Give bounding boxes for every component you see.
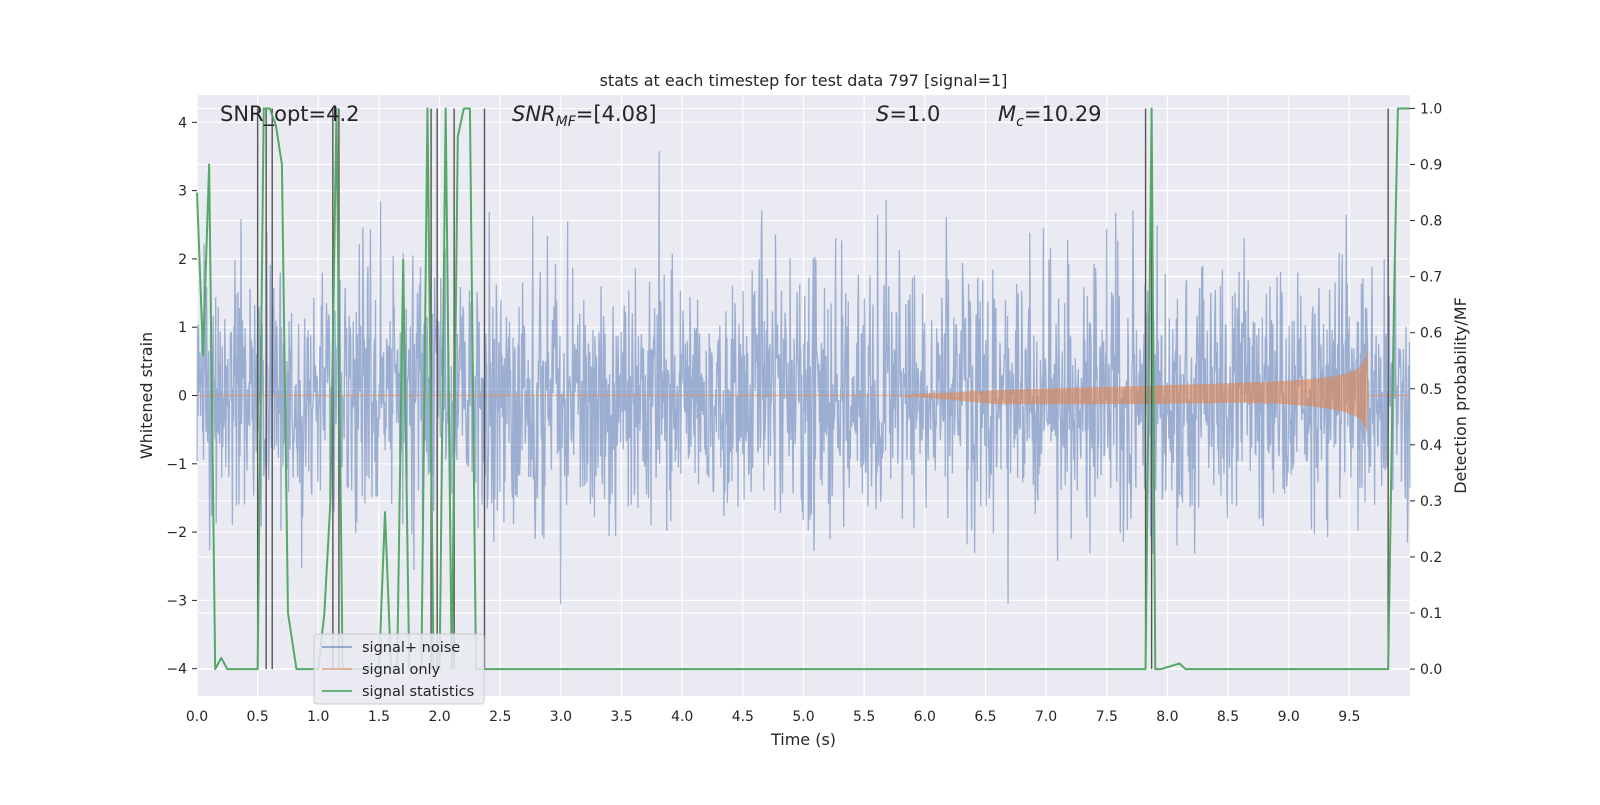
y-right-tick-label: 0.2 — [1420, 550, 1442, 566]
x-tick-label: 1.0 — [307, 709, 329, 725]
annotation-1: SNRMF=[4.08] — [512, 102, 657, 130]
y-right-tick-label: 0.4 — [1420, 438, 1442, 454]
chart-title: stats at each timestep for test data 797… — [600, 71, 1008, 90]
x-axis-label: Time (s) — [770, 730, 836, 749]
legend-label: signal statistics — [362, 684, 474, 700]
x-tick-label: 2.0 — [428, 709, 450, 725]
signal-statistics-line — [196, 107, 1410, 671]
signal-noise-series — [196, 151, 1411, 605]
x-tick-label: 1.5 — [368, 709, 390, 725]
x-tick-label: 3.5 — [610, 709, 632, 725]
x-tick-label: 5.0 — [792, 709, 814, 725]
legend-label: signal+ noise — [362, 640, 460, 656]
annotation-main: M — [998, 102, 1016, 126]
legend-box — [313, 633, 485, 705]
annotation-sub: c — [1016, 114, 1024, 130]
annotation-0: SNR_opt=4.2 — [220, 102, 360, 127]
x-tick-label: 3.0 — [550, 709, 572, 725]
signal-noise-line — [196, 151, 1411, 605]
signal-only-line — [197, 350, 1410, 432]
y-right-tick-label: 0.1 — [1420, 606, 1442, 622]
x-tick-label: 7.5 — [1096, 709, 1118, 725]
y-right-tick-label: 0.9 — [1420, 158, 1442, 174]
y-tick-label: 2 — [178, 252, 187, 268]
annotation-rest: =10.29 — [1024, 102, 1102, 126]
y-tick-label: −2 — [166, 525, 187, 541]
y-right-tick-label: 0.6 — [1420, 326, 1442, 342]
annotation-main: S — [876, 102, 889, 126]
annotation-main: SNR_opt=4.2 — [220, 102, 360, 127]
legend: signal+ noise signal only signal statistic… — [313, 633, 485, 705]
y-tick-label: −4 — [166, 662, 187, 678]
y-right-tick-label: 0.7 — [1420, 270, 1442, 286]
x-tick-label: 8.0 — [1156, 709, 1178, 725]
y-tick-label: 4 — [178, 115, 187, 131]
y-tick-label: −1 — [166, 457, 187, 473]
signal-only-series — [197, 350, 1410, 432]
annotation-rest: =1.0 — [889, 102, 940, 126]
y-right-tick-label: 0.5 — [1420, 382, 1442, 398]
annotation-rest: =[4.08] — [576, 102, 657, 126]
y-axis-right-label: Detection probability/MF — [1451, 297, 1470, 494]
x-tick-label: 4.5 — [732, 709, 754, 725]
x-tick-label: 2.5 — [489, 709, 511, 725]
x-tick-label: 6.5 — [974, 709, 996, 725]
x-tick-label: 0.5 — [247, 709, 269, 725]
x-tick-label: 9.0 — [1278, 709, 1300, 725]
x-tick-label: 9.5 — [1338, 709, 1360, 725]
annotation-main: SNR — [512, 102, 556, 126]
legend-label: signal only — [362, 662, 441, 678]
annotation-3: Mc=10.29 — [998, 102, 1102, 130]
signal-statistics-series — [196, 107, 1410, 671]
y-tick-label: 3 — [178, 184, 187, 200]
axes: 0.0 0.5 1.0 1.5 2.0 2.5 3.0 3.5 4.0 4.5 5.0 5.5 6.0 6… — [166, 101, 1442, 725]
x-tick-label: 0.0 — [186, 709, 208, 725]
annotation-2: S=1.0 — [876, 102, 940, 126]
y-axis-label: Whitened strain — [137, 332, 156, 459]
y-tick-label: −3 — [166, 593, 187, 609]
annotation-sub: MF — [556, 114, 577, 130]
y-right-tick-label: 0.3 — [1420, 494, 1442, 510]
y-tick-label: 0 — [178, 389, 187, 405]
annotations: SNR_opt=4.2 SNRMF=[4.08] S=1.0 Mc=10.29 — [220, 102, 1102, 130]
x-tick-label: 7.0 — [1035, 709, 1057, 725]
x-tick-label: 6.0 — [914, 709, 936, 725]
x-tick-label: 5.5 — [853, 709, 875, 725]
y-right-tick-label: 1.0 — [1420, 101, 1442, 117]
y-right-tick-label: 0.8 — [1420, 214, 1442, 230]
x-tick-label: 4.0 — [671, 709, 693, 725]
x-tick-label: 8.5 — [1217, 709, 1239, 725]
y-right-tick-label: 0.0 — [1420, 662, 1442, 678]
y-tick-label: 1 — [178, 320, 187, 336]
